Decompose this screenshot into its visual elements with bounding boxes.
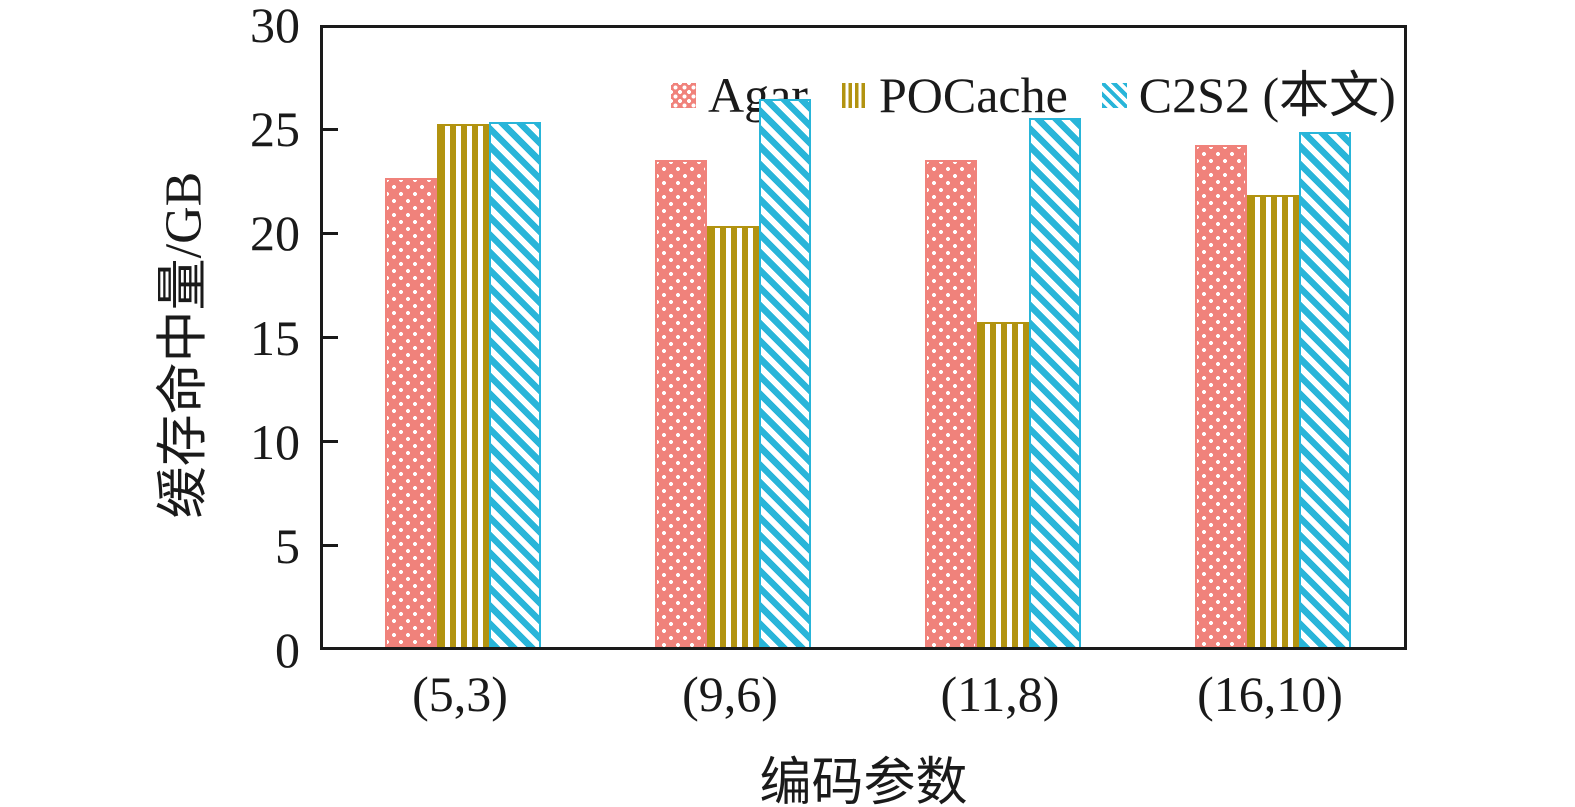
bar-agar <box>385 178 437 647</box>
y-tick-mark <box>323 231 338 235</box>
bar-agar <box>1195 144 1247 647</box>
legend-swatch-icon <box>841 82 867 108</box>
x-category-label: (9,6) <box>682 666 778 722</box>
legend-item-c2s2-: C2S2 (本文) <box>1101 67 1396 123</box>
y-tick-label: 15 <box>250 309 300 366</box>
plot-area: Agar POCache C2S2 (本文) <box>320 25 1407 650</box>
bar-pocache <box>707 226 759 647</box>
y-tick-label: 25 <box>250 101 300 158</box>
x-category-label: (5,3) <box>412 666 508 722</box>
legend-swatch-icon <box>671 82 696 108</box>
bar-pocache <box>1247 194 1299 647</box>
bar-agar <box>655 159 707 647</box>
y-tick-mark <box>323 440 338 444</box>
bar-pocache <box>437 124 489 647</box>
y-tick-label: 5 <box>275 517 300 574</box>
y-tick-label: 30 <box>250 0 300 53</box>
bar-c2s2- <box>1029 117 1081 647</box>
legend: Agar POCache C2S2 (本文) <box>671 70 1396 120</box>
x-axis-title: 编码参数 <box>759 755 968 807</box>
y-tick-label: 10 <box>250 413 300 470</box>
bar-group-96 <box>655 99 811 647</box>
bar-group-53 <box>385 122 541 647</box>
legend-label: C2S2 (本文) <box>1138 67 1396 123</box>
y-tick-label: 20 <box>250 205 300 262</box>
y-tick-label: 0 <box>275 622 300 678</box>
y-tick-mark <box>323 336 338 339</box>
bar-c2s2- <box>489 122 541 647</box>
bar-pocache <box>977 322 1029 647</box>
legend-label: POCache <box>878 67 1068 123</box>
bar-c2s2- <box>759 99 811 647</box>
bar-c2s2- <box>1299 132 1351 647</box>
bar-agar <box>925 159 977 647</box>
y-tick-mark <box>323 127 338 131</box>
bar-group-1610 <box>1195 132 1351 647</box>
x-category-label: (16,10) <box>1197 666 1343 722</box>
bar-group-118 <box>925 117 1081 647</box>
legend-item-pocache: POCache <box>841 67 1068 123</box>
legend-swatch-icon <box>1101 82 1127 108</box>
x-category-label: (11,8) <box>940 666 1060 722</box>
y-tick-mark <box>323 544 338 548</box>
